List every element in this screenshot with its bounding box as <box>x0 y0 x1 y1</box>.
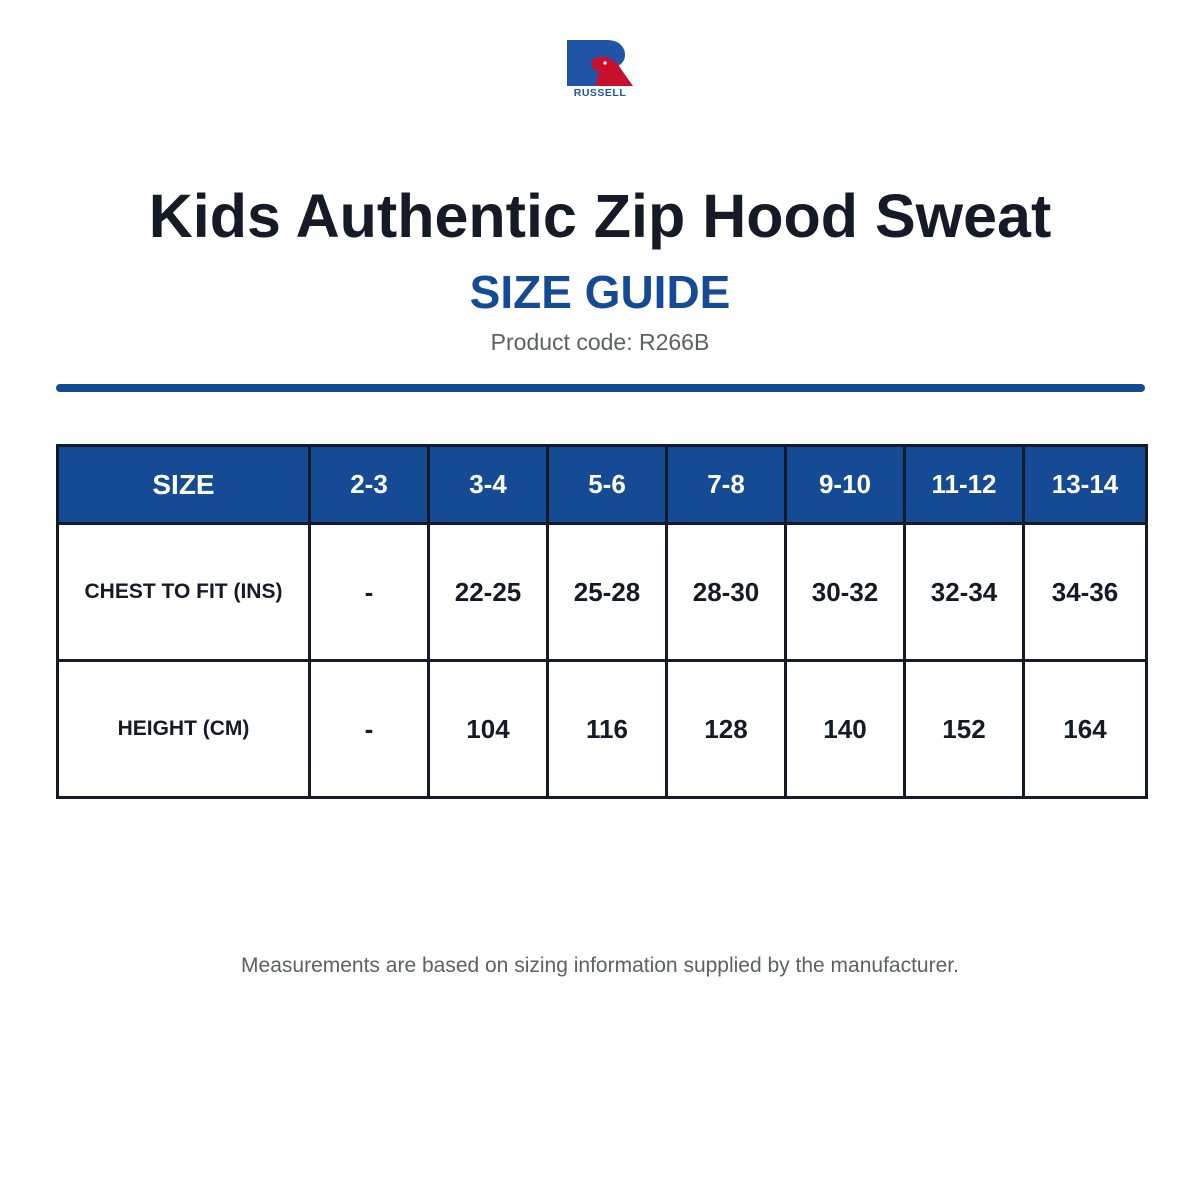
table-cell: 32-34 <box>903 522 1025 662</box>
size-column-header: 13-14 <box>1022 444 1148 525</box>
table-cell: 30-32 <box>784 522 906 662</box>
size-column-header: 2-3 <box>308 444 430 525</box>
row-label: CHEST TO FIT (INS) <box>56 522 311 662</box>
table-row-chest: CHEST TO FIT (INS) - 22-25 25-28 28-30 3… <box>56 522 1148 662</box>
table-cell: 164 <box>1022 659 1148 799</box>
russell-logo: RUSSELL <box>563 38 637 98</box>
table-cell: 28-30 <box>665 522 787 662</box>
table-cell: 104 <box>427 659 549 799</box>
table-row-height: HEIGHT (CM) - 104 116 128 140 152 164 <box>56 659 1148 799</box>
size-column-header: 7-8 <box>665 444 787 525</box>
russell-logo-icon: RUSSELL <box>567 40 633 98</box>
product-code: Product code: R266B <box>490 329 710 355</box>
size-column-header: 5-6 <box>546 444 668 525</box>
table-cell: - <box>308 522 430 662</box>
row-label: HEIGHT (CM) <box>56 659 311 799</box>
table-header-row: SIZE 2-3 3-4 5-6 7-8 9-10 11-12 13-14 <box>56 444 1148 525</box>
table-cell: 25-28 <box>546 522 668 662</box>
size-column-header: 11-12 <box>903 444 1025 525</box>
size-column-header: 3-4 <box>427 444 549 525</box>
table-cell: 34-36 <box>1022 522 1148 662</box>
size-header-label: SIZE <box>56 444 311 525</box>
footnote: Measurements are based on sizing informa… <box>241 954 959 977</box>
table-cell: 116 <box>546 659 668 799</box>
table-cell: - <box>308 659 430 799</box>
table-cell: 128 <box>665 659 787 799</box>
header-divider <box>56 384 1145 392</box>
page-subtitle: SIZE GUIDE <box>469 266 731 318</box>
size-table: SIZE 2-3 3-4 5-6 7-8 9-10 11-12 13-14 CH… <box>56 444 1148 799</box>
page-title: Kids Authentic Zip Hood Sweat <box>148 182 1052 250</box>
table-cell: 22-25 <box>427 522 549 662</box>
table-cell: 152 <box>903 659 1025 799</box>
size-column-header: 9-10 <box>784 444 906 525</box>
table-cell: 140 <box>784 659 906 799</box>
brand-wordmark: RUSSELL <box>574 87 627 98</box>
